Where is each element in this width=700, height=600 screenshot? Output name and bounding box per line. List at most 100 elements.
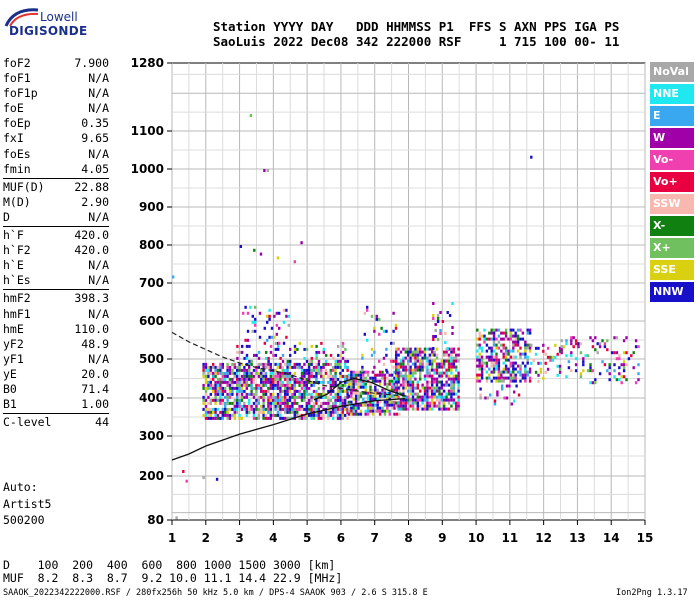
echo-point (298, 383, 301, 387)
echo-point (414, 377, 417, 381)
echo-point (443, 401, 446, 405)
echo-point (419, 404, 422, 408)
echo-point (221, 371, 224, 375)
echo-point (526, 328, 529, 332)
file-info: SAAOK_2022342222000.RSF / 280fx256h 50 k… (3, 588, 428, 598)
y-tick-label: 600 (139, 314, 164, 328)
echo-point (404, 401, 407, 405)
echo-point (312, 404, 316, 408)
echo-point (551, 358, 555, 362)
echo-point (303, 389, 306, 393)
echo-point (238, 383, 241, 387)
echo-point (445, 380, 448, 384)
echo-point (240, 362, 244, 366)
echo-point (221, 380, 224, 384)
echo-point (231, 392, 234, 396)
echo-point (272, 374, 275, 378)
echo-point (402, 398, 405, 402)
echo-point (402, 383, 405, 387)
echo-point (267, 362, 270, 366)
echo-point (269, 401, 272, 405)
echo-point (426, 371, 429, 375)
echo-point (207, 386, 210, 390)
echo-point (378, 370, 382, 374)
echo-point (354, 409, 358, 413)
echo-point (219, 398, 222, 402)
echo-point (407, 398, 410, 402)
echo-point (407, 380, 410, 384)
echo-point (423, 356, 427, 360)
echo-point (440, 398, 443, 402)
echo-point (457, 389, 460, 393)
param-label: hmF1 (3, 306, 31, 321)
echo-point (336, 416, 340, 420)
echo-point (388, 400, 391, 404)
echo-point (416, 359, 419, 363)
echo-point (378, 391, 382, 395)
echo-point (502, 361, 505, 365)
echo-point (393, 388, 396, 392)
echo-point (346, 395, 349, 399)
echo-point (625, 351, 628, 355)
param-value: 44 (95, 415, 109, 430)
echo-point (505, 384, 509, 388)
auto-label: Auto: (3, 480, 38, 494)
echo-point (236, 389, 239, 393)
echo-point (347, 382, 351, 386)
echo-point (240, 404, 244, 408)
echo-point (244, 338, 247, 342)
echo-point (339, 383, 342, 387)
echo-point (281, 359, 285, 363)
echo-point (428, 404, 431, 408)
echo-point (428, 395, 431, 399)
echo-point (219, 401, 222, 405)
echo-point (305, 392, 308, 396)
echo-point (492, 343, 496, 347)
echo-point (455, 404, 458, 408)
echo-point (378, 373, 382, 377)
echo-point (493, 402, 497, 406)
echo-point (399, 404, 403, 408)
echo-point (395, 374, 398, 378)
echo-point (252, 410, 256, 414)
echo-point (267, 410, 270, 414)
echo-point (221, 413, 224, 417)
echo-point (392, 359, 395, 363)
echo-point (347, 388, 351, 392)
echo-point (279, 356, 282, 360)
echo-point (243, 395, 246, 399)
echo-point (350, 394, 353, 398)
echo-point (269, 371, 272, 375)
echo-point (404, 371, 407, 375)
echo-point (329, 371, 332, 375)
echo-point (452, 380, 455, 384)
echo-point (284, 377, 287, 381)
echo-point (204, 398, 208, 402)
echo-point (241, 344, 244, 348)
echo-point (346, 380, 349, 384)
echo-point (359, 370, 363, 374)
echo-point (245, 404, 248, 408)
echo-point (255, 371, 258, 375)
echo-point (426, 380, 429, 384)
echo-point (288, 416, 292, 420)
echo-point (374, 397, 377, 401)
echo-point (478, 358, 481, 362)
echo-point (264, 380, 268, 384)
echo-point (507, 358, 510, 362)
param-row: foEs N/A (3, 147, 109, 162)
echo-point (275, 311, 278, 315)
echo-point (579, 351, 583, 355)
echo-point (378, 359, 381, 363)
echo-point (288, 362, 292, 366)
echo-point (495, 364, 498, 368)
echo-point (504, 355, 508, 359)
echo-point (432, 314, 435, 317)
echo-point (357, 412, 360, 416)
echo-point (395, 359, 398, 363)
echo-point (248, 404, 251, 408)
echo-point (238, 365, 241, 369)
echo-point (216, 386, 220, 390)
echo-point (286, 416, 289, 420)
echo-point (443, 389, 446, 393)
